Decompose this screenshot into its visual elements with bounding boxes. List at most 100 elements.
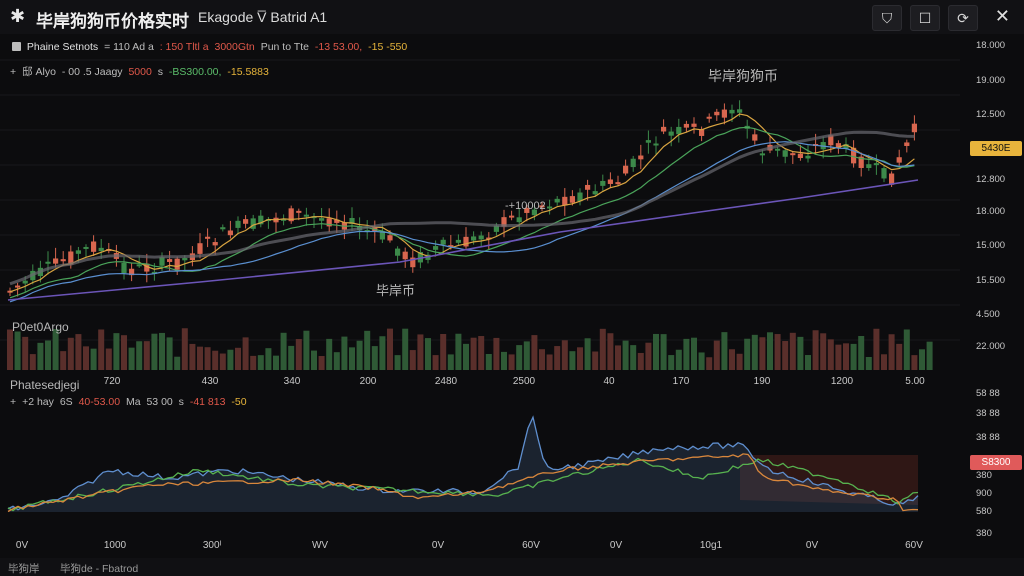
legend-value: 3000Gtn (214, 41, 255, 53)
candle-body (752, 134, 758, 141)
candle-body (835, 143, 841, 148)
candle-body (911, 123, 917, 133)
x-axis-label: 5.00 (905, 376, 925, 387)
volume-bar (561, 340, 568, 370)
candle-body (410, 257, 416, 268)
candle-body (91, 241, 97, 252)
volume-bar (212, 350, 219, 370)
legend-value: +2 hay (22, 396, 54, 408)
volume-bar (288, 345, 295, 370)
x-axis-label: 60V (522, 540, 540, 551)
volume-bar (911, 355, 918, 370)
candle-body (402, 251, 408, 260)
volume-bar (128, 347, 135, 370)
volume-bar (90, 348, 97, 370)
add-indicator-icon[interactable]: + (10, 66, 17, 78)
volume-bar (189, 343, 196, 370)
candle-body (288, 208, 294, 222)
volume-bar (805, 355, 811, 370)
x-axis-label: 60V (905, 540, 923, 551)
volume-bar (463, 343, 469, 370)
candle-body (75, 250, 81, 254)
legend-value: Pun to Tte (260, 41, 309, 53)
app-title: 毕岸狗狗币价格实时 (36, 12, 189, 31)
candle-body (258, 215, 264, 225)
candle-body (174, 258, 180, 270)
candle-body (53, 258, 59, 264)
candle-body (873, 163, 879, 166)
candle-body (220, 227, 226, 230)
refresh-button[interactable]: ⟳ (948, 5, 978, 31)
candle-body (68, 251, 74, 265)
candle-body (592, 191, 598, 195)
x-axis-label: 340 (283, 376, 301, 387)
candle-body (129, 268, 135, 276)
comment-button[interactable]: ☐ (910, 5, 940, 31)
candle-body (486, 237, 492, 240)
volume-bar (569, 351, 576, 370)
candle-body (851, 147, 857, 164)
price-axis-label: 15.500 (976, 275, 1006, 286)
volume-bar (478, 336, 485, 370)
candle-body (60, 259, 66, 262)
candle-body (539, 205, 545, 208)
candle-body (151, 271, 157, 274)
volume-bar (706, 357, 713, 370)
candle-body (319, 218, 325, 221)
volume-bar (501, 351, 507, 370)
shield-icon: ⛉ (881, 10, 893, 26)
price-axis-label: 22.000 (976, 341, 1006, 352)
volume-bar (850, 343, 857, 370)
volume-bar (257, 355, 264, 370)
volume-bar (615, 345, 621, 370)
volume-bar (675, 349, 682, 370)
candle-body (303, 214, 309, 217)
volume-bar (630, 345, 637, 370)
candle-body (395, 248, 401, 256)
indicator-axis-label: 58 88 (976, 388, 1000, 399)
candle-body (364, 229, 370, 232)
ma-legend: + 邸 Alyo - 00 .5 Jaagy 5000 s -BS300.00,… (10, 64, 272, 79)
status-right: 毕狗de - Fbatrod (60, 563, 139, 575)
refresh-icon: ⟳ (957, 10, 969, 26)
x-axis-label: 170 (672, 376, 690, 387)
volume-bar (22, 336, 29, 370)
indicator-value-tag: S8300 (970, 455, 1022, 470)
candle-body (607, 179, 613, 184)
volume-bar (721, 332, 728, 370)
volume-bar (280, 332, 287, 370)
series-toggle-checkbox[interactable] (12, 42, 21, 51)
candle-body (858, 156, 864, 168)
shield-button[interactable]: ⛉ (872, 5, 902, 31)
x-axis-label: 0V (805, 540, 819, 551)
volume-bar (45, 340, 51, 370)
indicator-axis-label: 38 88 (976, 432, 1000, 443)
x-axis-label: 200 (359, 376, 377, 387)
candle-body (790, 153, 796, 156)
volume-bar (523, 341, 530, 370)
candle-body (805, 155, 811, 159)
candle-body (197, 243, 203, 254)
close-icon[interactable]: ✕ (994, 6, 1010, 26)
volume-bar (607, 333, 614, 370)
volume-bar (812, 330, 819, 370)
volume-bar (926, 341, 933, 370)
candle-body (896, 157, 902, 163)
indicator-chart[interactable] (0, 390, 960, 540)
candle-body (455, 239, 461, 243)
candle-body (904, 142, 910, 146)
candlestick-chart[interactable] (0, 34, 960, 374)
legend-value: -15 -550 (368, 41, 408, 53)
volume-bar (143, 341, 150, 370)
volume-bar (713, 340, 720, 370)
candle-body (577, 192, 583, 202)
volume-bar (227, 349, 234, 370)
volume-bar (364, 330, 371, 370)
legend-value: = 110 Ad a (104, 41, 154, 53)
add-indicator-icon[interactable]: + (10, 396, 17, 408)
volume-bar (440, 334, 447, 370)
candle-body (326, 218, 332, 227)
volume-bar (151, 333, 158, 370)
x-axis-label: 1200 (830, 376, 854, 387)
volume-bar (326, 338, 333, 370)
